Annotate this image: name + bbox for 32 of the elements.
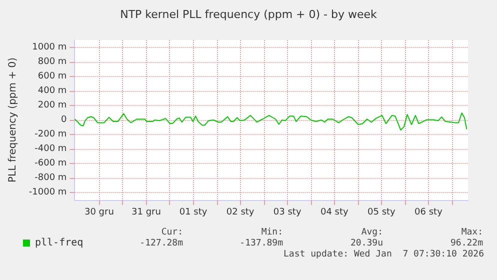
y-tick-label: -400 m	[34, 144, 67, 154]
x-tick-label: 02 sty	[226, 208, 255, 218]
y-tick-label: -600 m	[34, 158, 67, 169]
text: -127.28m	[140, 238, 184, 248]
x-tick-label: 31 gru	[132, 208, 161, 218]
y-tick-label: 0	[60, 115, 67, 125]
text: 20.39u	[350, 238, 384, 248]
y-tick-label: -200 m	[34, 130, 67, 140]
x-tick-label: 03 sty	[273, 208, 302, 218]
text: Min:	[261, 228, 284, 238]
text: Avg:	[361, 228, 384, 238]
y-tick-label: 1000 m	[32, 42, 67, 52]
y-tick-label: 600 m	[38, 71, 67, 82]
text: Cur:	[161, 228, 184, 238]
text: Last update: Wed Jan 7 07:30:10 2026	[284, 250, 484, 260]
y-axis-title: PLL frequency (ppm + 0)	[8, 57, 18, 183]
y-tick-label: 200 m	[38, 100, 67, 110]
x-tick-label: 04 sty	[320, 208, 349, 218]
x-tick-label: 01 sty	[179, 208, 208, 218]
text: Max:	[461, 228, 484, 238]
chart-title: NTP kernel PLL frequency (ppm + 0) - by week	[120, 8, 378, 21]
x-tick-label: 05 sty	[368, 208, 396, 218]
y-tick-label: 400 m	[38, 86, 67, 96]
legend-label: pll-freq	[35, 238, 84, 248]
text: -137.89m	[240, 238, 284, 248]
y-tick-label: -800 m	[34, 173, 67, 184]
y-tick-label: 800 m	[38, 56, 67, 67]
line-series	[74, 112, 468, 131]
y-tick-label: -1000 m	[28, 188, 67, 198]
x-tick-label: 30 gru	[84, 208, 114, 218]
x-tick-label: 06 sty	[414, 208, 444, 218]
text: 96.22m	[450, 238, 484, 248]
